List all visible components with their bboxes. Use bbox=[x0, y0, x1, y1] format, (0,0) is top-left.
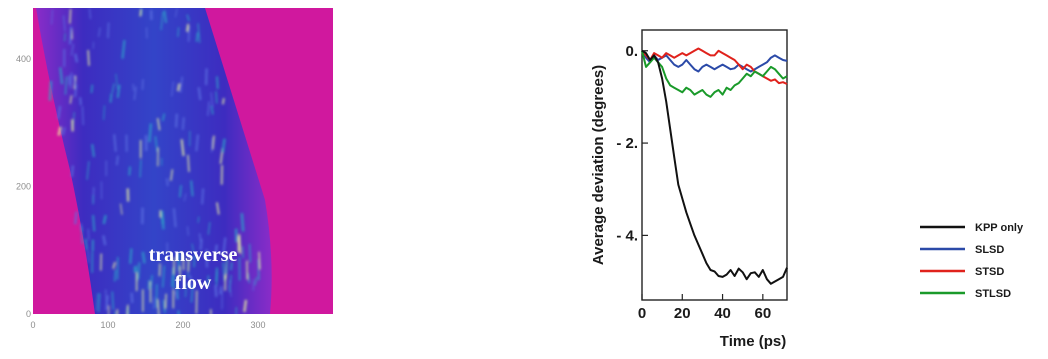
heatmap-y-tick-label: 200 bbox=[16, 182, 31, 192]
heatmap-y-ticks: 0 200 400 bbox=[16, 54, 31, 319]
x-axis-title: Time (ps) bbox=[720, 333, 786, 350]
legend-label: KPP only bbox=[975, 222, 1024, 234]
flow-streak bbox=[183, 117, 184, 130]
flow-streak bbox=[133, 84, 134, 91]
flow-streak bbox=[91, 85, 92, 93]
flow-streak bbox=[70, 26, 71, 44]
flow-streak bbox=[140, 160, 141, 178]
flow-streak bbox=[149, 123, 151, 142]
heatmap-x-tick-label: 300 bbox=[250, 320, 265, 330]
flow-streak bbox=[82, 227, 83, 244]
series-line-stsd bbox=[642, 49, 787, 85]
heatmap-panel: 0 100 200 300 0 200 400 transverse flow bbox=[0, 0, 345, 340]
flow-streak bbox=[156, 284, 157, 308]
flow-streak bbox=[117, 156, 118, 165]
flow-streak bbox=[110, 93, 111, 102]
flow-streak bbox=[138, 262, 139, 279]
legend-label: SLSD bbox=[975, 244, 1004, 256]
flow-streak bbox=[216, 91, 217, 103]
flow-streak bbox=[197, 32, 198, 41]
x-tick-label: 60 bbox=[754, 305, 771, 322]
flow-streak bbox=[178, 27, 179, 36]
flow-streak bbox=[259, 252, 260, 269]
x-tick-label: 20 bbox=[674, 305, 691, 322]
y-tick-label: 0. bbox=[625, 43, 638, 60]
legend: KPP only SLSD STSD STLSD bbox=[920, 222, 1024, 300]
flow-streak bbox=[162, 211, 163, 224]
flow-streak bbox=[132, 293, 133, 303]
flow-streak bbox=[244, 300, 246, 312]
flow-streak bbox=[65, 33, 66, 41]
flow-streak bbox=[178, 84, 179, 91]
flow-streak bbox=[143, 252, 145, 263]
flow-streak bbox=[189, 26, 190, 42]
flow-streak bbox=[50, 81, 51, 101]
flow-streak bbox=[142, 79, 143, 90]
flow-streak bbox=[148, 280, 149, 289]
flow-streak bbox=[198, 217, 199, 223]
line-chart-panel: 0 20 40 60 0. - 2. - 4. KPP only SLSD STSD STLSD… bbox=[575, 20, 1045, 354]
flow-streak bbox=[167, 178, 168, 186]
flow-streak bbox=[130, 248, 131, 263]
line-chart: 0 20 40 60 0. - 2. - 4. KPP only SLSD STSD STLSD… bbox=[575, 20, 1045, 354]
heatmap-x-ticks: 0 100 200 300 bbox=[30, 320, 265, 330]
flow-streak bbox=[202, 188, 203, 204]
flow-streak bbox=[129, 167, 130, 176]
flow-streak bbox=[215, 285, 216, 297]
x-tick-label: 40 bbox=[714, 305, 731, 322]
flow-streak bbox=[80, 97, 81, 105]
flow-streak bbox=[217, 76, 218, 89]
flow-streak bbox=[242, 213, 243, 231]
flow-streak bbox=[206, 68, 207, 85]
flow-streak bbox=[115, 270, 116, 282]
series-line-kpp-only bbox=[642, 51, 787, 284]
flow-streak bbox=[72, 165, 73, 176]
flow-streak bbox=[88, 229, 89, 240]
overlay-label-line1: transverse bbox=[149, 244, 238, 266]
flow-streak bbox=[176, 114, 177, 128]
flow-streak bbox=[93, 215, 94, 231]
legend-label: STSD bbox=[975, 266, 1004, 278]
overlay-label-line2: flow bbox=[175, 272, 212, 294]
flow-streak bbox=[216, 268, 217, 282]
y-tick-label: - 2. bbox=[616, 135, 638, 152]
flow-streak bbox=[212, 138, 213, 153]
flow-streak bbox=[70, 9, 71, 24]
x-tick-label: 0 bbox=[638, 305, 646, 322]
flow-streak bbox=[187, 24, 188, 32]
flow-streak bbox=[250, 244, 251, 263]
y-ticks: 0. - 2. - 4. bbox=[616, 43, 648, 245]
flow-streak bbox=[75, 212, 76, 225]
heatmap-x-tick-label: 100 bbox=[100, 320, 115, 330]
flow-streak bbox=[180, 185, 181, 197]
heatmap-y-tick-label: 400 bbox=[16, 54, 31, 64]
x-ticks: 0 20 40 60 bbox=[638, 294, 771, 322]
heatmap-chart: 0 100 200 300 0 200 400 transverse flow bbox=[0, 0, 345, 340]
flow-streak bbox=[140, 9, 141, 16]
flow-streak bbox=[220, 286, 221, 294]
heatmap-y-tick-label: 0 bbox=[26, 309, 31, 319]
y-axis-title: Average deviation (degrees) bbox=[590, 65, 607, 265]
heatmap-x-tick-label: 200 bbox=[175, 320, 190, 330]
flow-streak bbox=[188, 155, 189, 172]
flow-streak bbox=[166, 294, 167, 309]
flow-streak bbox=[112, 292, 113, 310]
flow-streak bbox=[258, 259, 259, 280]
series-lines bbox=[642, 49, 787, 284]
flow-streak bbox=[82, 106, 83, 125]
flow-streak bbox=[88, 50, 89, 66]
legend-label: STLSD bbox=[975, 288, 1011, 300]
flow-streak bbox=[75, 54, 77, 63]
heatmap-x-tick-label: 0 bbox=[30, 320, 35, 330]
flow-streak bbox=[59, 127, 61, 136]
flow-streak bbox=[223, 98, 224, 104]
flow-streak bbox=[108, 23, 109, 39]
y-tick-label: - 4. bbox=[616, 227, 638, 244]
